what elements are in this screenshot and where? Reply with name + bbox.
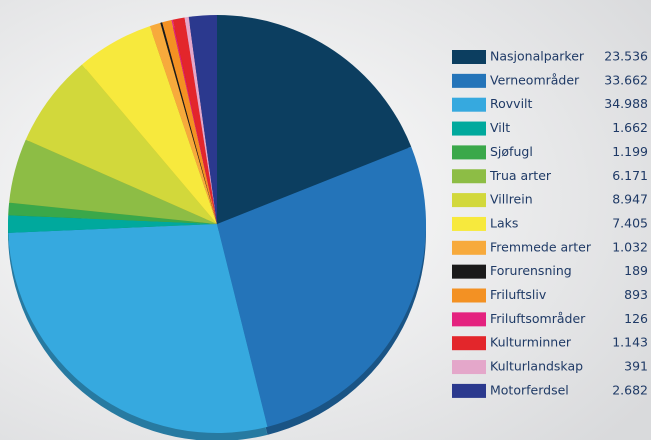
slice — [82, 26, 217, 224]
slice — [172, 17, 217, 224]
slice — [8, 215, 217, 233]
legend-label: Forurensning — [490, 263, 572, 278]
legend-swatch — [452, 121, 486, 136]
legend-label: Kulturminner — [490, 335, 572, 350]
legend-label: Laks — [490, 215, 518, 230]
legend-swatch — [452, 193, 486, 208]
legend-label: Trua arter — [489, 168, 552, 183]
legend-swatch — [452, 383, 486, 398]
legend-swatch — [452, 288, 486, 303]
value-label: 1.199 — [612, 144, 648, 159]
legend-swatch — [452, 336, 486, 351]
legend-swatch — [452, 97, 486, 112]
legend-label: Villrein — [490, 192, 533, 207]
legend-label: Verneområder — [490, 72, 580, 87]
legend-label: Rovvilt — [490, 96, 533, 111]
slice — [188, 15, 217, 224]
legend-label: Fremmede arter — [490, 239, 592, 254]
legend-swatch — [452, 264, 486, 279]
value-label: 1.032 — [612, 239, 648, 254]
legend-swatch — [452, 145, 486, 160]
slice — [171, 19, 217, 224]
legend-swatch — [452, 216, 486, 231]
value-label: 23.536 — [604, 49, 648, 64]
legend-swatch — [452, 50, 486, 64]
slice — [149, 22, 217, 224]
value-label: 33.662 — [604, 72, 648, 87]
value-label: 1.662 — [612, 120, 648, 135]
slice — [160, 22, 217, 225]
slice — [184, 16, 217, 224]
value-label: 8.947 — [612, 192, 648, 207]
legend-swatch — [452, 240, 486, 255]
slice — [25, 64, 218, 225]
legend-swatch — [452, 312, 486, 327]
legend-swatch — [452, 169, 486, 184]
value-label: 126 — [624, 311, 648, 326]
legend-label: Friluftsområder — [490, 311, 586, 326]
slice — [8, 224, 268, 433]
legend-label: Friluftsliv — [490, 287, 547, 302]
legend-label: Kulturlandskap — [490, 359, 583, 374]
slice — [217, 15, 412, 224]
value-label: 2.682 — [612, 382, 648, 397]
legend-label: Sjøfugl — [490, 144, 533, 159]
legend-swatch — [452, 360, 486, 375]
legend-label: Vilt — [490, 120, 510, 135]
legend-swatch — [452, 73, 486, 88]
value-label: 7.405 — [612, 215, 648, 230]
value-label: 34.988 — [604, 96, 648, 111]
value-label: 1.143 — [612, 335, 648, 350]
legend-label: Motorferdsel — [490, 382, 569, 397]
slice — [162, 20, 217, 224]
slice — [217, 146, 426, 427]
value-label: 893 — [624, 287, 648, 302]
value-label: 6.171 — [612, 168, 648, 183]
value-label: 189 — [624, 263, 648, 278]
legend-label: Nasjonalparker — [490, 49, 585, 64]
slice — [9, 139, 217, 224]
slice — [8, 202, 217, 224]
value-label: 391 — [624, 359, 648, 374]
